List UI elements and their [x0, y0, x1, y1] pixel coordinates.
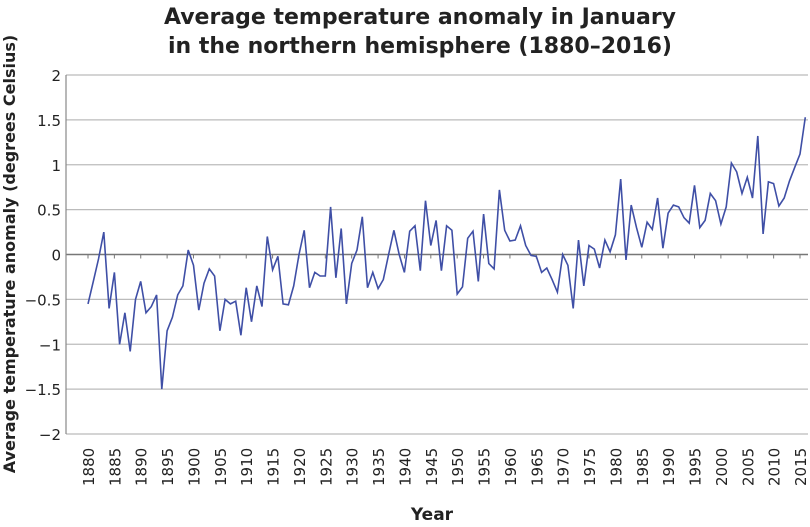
x-tick-label: 1965: [528, 448, 546, 486]
x-tick-label: 1990: [660, 448, 678, 486]
x-tick-label: 1910: [238, 448, 256, 486]
x-tick-label: 1980: [607, 448, 625, 486]
x-tick-label: 1975: [581, 448, 599, 486]
series-line: [87, 117, 807, 390]
y-tick-label: 0: [51, 247, 61, 265]
y-tick-label: 1: [51, 157, 61, 175]
x-tick-label: 1955: [476, 448, 494, 486]
y-tick-label: −0.5: [25, 291, 61, 309]
x-tick-label: 1890: [133, 448, 151, 486]
chart-title-line-2: in the northern hemisphere (1880–2016): [168, 34, 672, 59]
y-tick-label: −1.5: [25, 381, 61, 399]
x-tick-label: 1925: [317, 448, 335, 486]
x-tick-label: 2010: [766, 448, 784, 486]
x-tick-label: 1895: [159, 448, 177, 486]
y-tick-label: 2: [51, 67, 61, 85]
y-tick-label: −2: [39, 426, 61, 444]
x-tick-label: 1950: [449, 448, 467, 486]
x-tick-label: 1960: [502, 448, 520, 486]
x-tick-label: 1905: [212, 448, 230, 486]
x-tick-label: 1880: [80, 448, 98, 486]
x-tick-label: 1940: [396, 448, 414, 486]
x-tick-label: 1970: [555, 448, 573, 486]
x-tick-label: 1985: [634, 448, 652, 486]
x-tick-label: 1885: [106, 448, 124, 486]
chart-title-line-1: Average temperature anomaly in January: [164, 5, 676, 30]
x-axis-label: Year: [410, 505, 454, 525]
y-tick-label: 0.5: [37, 202, 61, 220]
x-tick-label: 1915: [265, 448, 283, 486]
y-tick-label: 1.5: [37, 112, 61, 130]
x-tick-label: 1935: [370, 448, 388, 486]
x-tick-label: 1900: [185, 448, 203, 486]
x-tick-label: 1920: [291, 448, 309, 486]
x-tick-label: 1995: [687, 448, 705, 486]
x-tick-label: 2000: [713, 448, 731, 486]
x-tick-label: 2015: [792, 448, 810, 486]
y-tick-label: −1: [39, 336, 61, 354]
x-tick-label: 1930: [344, 448, 362, 486]
x-tick-label: 2005: [739, 448, 757, 486]
y-axis-label: Average temperature anomaly (degrees Cel…: [0, 35, 19, 473]
x-tick-label: 1945: [423, 448, 441, 486]
